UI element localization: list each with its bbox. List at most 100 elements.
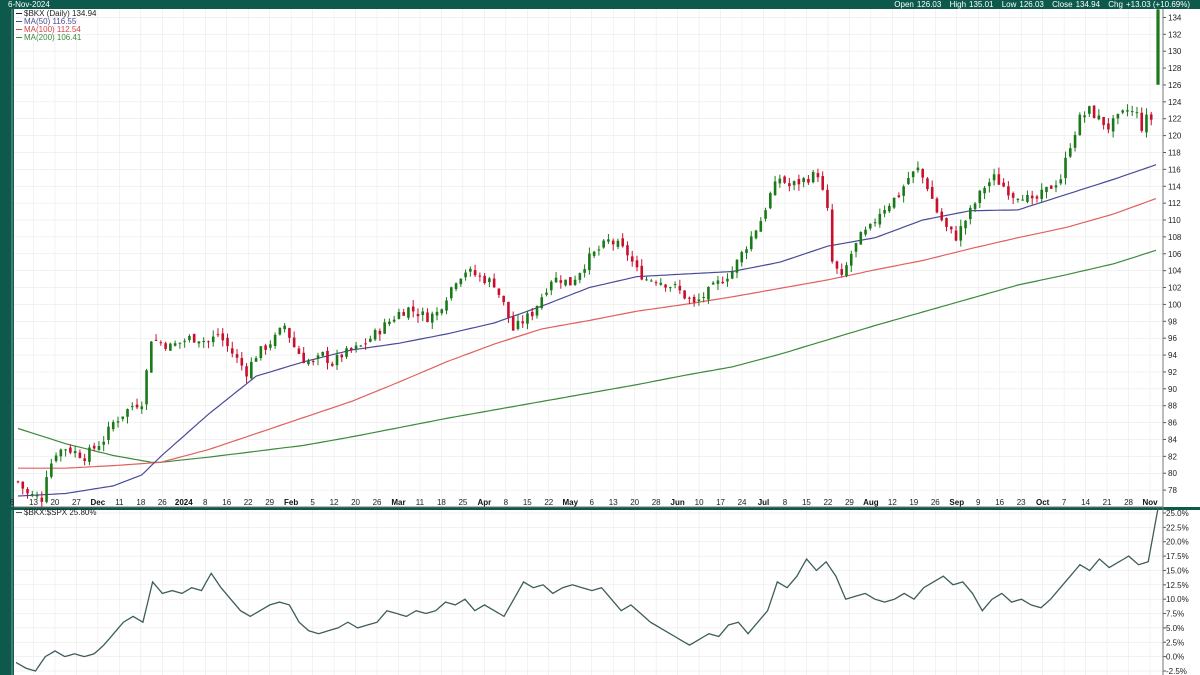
candle-body [735, 259, 739, 273]
candle-body [392, 319, 396, 322]
candle-body [988, 182, 991, 187]
candle-body [569, 277, 572, 286]
candle-body [797, 178, 801, 185]
ratio-axis-bg [1163, 510, 1200, 675]
candle-body [702, 297, 705, 299]
candle-body [1068, 148, 1072, 157]
x-tick-label: 15 [802, 498, 811, 507]
candle-body [1111, 118, 1115, 132]
candle-body [721, 281, 725, 284]
price-tick-label: 108 [1168, 233, 1182, 242]
candle-body [483, 275, 486, 284]
candle-body [669, 287, 672, 289]
candle-body [245, 366, 248, 377]
price-tick-label: 86 [1168, 419, 1177, 428]
ratio-tick-label: 25.0% [1166, 509, 1189, 518]
ratio-series-line [15, 508, 1159, 672]
x-tick-label: 7 [1062, 498, 1067, 507]
legend-ma50: MA(50) 116.55 [24, 17, 77, 26]
candle-body [911, 171, 915, 178]
x-tick-label: 6 [590, 498, 595, 507]
candle-body [573, 279, 577, 286]
price-tick-label: 106 [1168, 250, 1182, 259]
candle-body [854, 242, 858, 252]
candle-body [697, 299, 701, 301]
candle-body [978, 190, 982, 204]
candle-body [964, 220, 967, 229]
candle-body [359, 345, 363, 347]
candle-body [316, 355, 320, 359]
candle-body [383, 322, 386, 334]
ratio-y-axis: 25.0% 22.5% 20.0% 17.5% 15.0% 12.5% 10.0% 7.5% 5… [1163, 509, 1189, 675]
candle-body [1092, 105, 1096, 118]
x-tick-label: 8 [203, 498, 208, 507]
candle-body [830, 209, 834, 262]
price-tick-label: 80 [1168, 469, 1177, 478]
candle-body [802, 178, 805, 183]
candle-body [1011, 193, 1015, 198]
price-tick-label: 102 [1168, 284, 1182, 293]
x-tick-label: 24 [738, 498, 747, 507]
x-tick-label: Apr [477, 498, 491, 507]
x-tick-label: 15 [523, 498, 532, 507]
ma50-line [17, 164, 1157, 497]
open-value: 126.03 [916, 0, 942, 9]
candle-body [183, 340, 186, 342]
x-tick-label: 26 [158, 498, 167, 507]
candle-body [907, 178, 910, 185]
ratio-tick-label: -2.5% [1166, 667, 1187, 675]
x-tick-label: Mar [391, 498, 405, 507]
price-tick-label: 94 [1168, 351, 1177, 360]
legend-ma100: MA(100) 112.54 [24, 25, 81, 34]
x-tick-label: 13 [29, 498, 38, 507]
legend-symbol: $BKX (Daily) 134.94 [24, 9, 97, 18]
candle-body [130, 406, 134, 408]
candle-body [1149, 114, 1153, 120]
candle-body [959, 226, 963, 241]
date-x-axis: 6 13 20 27 Dec 11 18 26 2024 8 16 22 29 Feb 5 12 20 26 Mar… [10, 498, 1158, 507]
x-tick-label: 28 [652, 498, 661, 507]
candle-body [773, 181, 777, 196]
price-tick-label: 128 [1168, 64, 1182, 73]
candle-body [659, 282, 663, 285]
x-tick-label: Sep [949, 498, 964, 507]
price-tick-label: 90 [1168, 385, 1177, 394]
x-tick-label: 20 [50, 498, 59, 507]
candle-body [30, 494, 34, 496]
ratio-tick-label: 20.0% [1166, 538, 1189, 547]
candle-body [502, 295, 505, 303]
candle-body [540, 297, 544, 309]
x-tick-label: 11 [115, 498, 124, 507]
candle-body [926, 178, 929, 190]
candle-body [1135, 112, 1139, 114]
x-tick-label: 12 [330, 498, 339, 507]
ratio-tick-label: 22.5% [1166, 523, 1189, 532]
x-tick-label: Jun [671, 498, 685, 507]
candle-body [873, 222, 877, 224]
price-tick-label: 82 [1168, 452, 1177, 461]
price-tick-label: 126 [1168, 81, 1182, 90]
candle-body [1121, 110, 1124, 113]
open-label: Open [894, 0, 914, 9]
candle-body [197, 341, 201, 344]
quote-header: 6-Nov-2024 Open 126.03 High 135.01 Low 126.… [0, 0, 1200, 9]
candles [16, 8, 1160, 509]
candle-body [935, 198, 939, 213]
candle-body [1102, 116, 1105, 126]
candle-body [321, 352, 325, 356]
price-tick-label: 120 [1168, 132, 1182, 141]
candle-body [230, 348, 234, 354]
candle-body [516, 320, 520, 329]
candle-body [211, 336, 215, 343]
candle-body [1073, 134, 1077, 148]
candle-body [326, 350, 329, 363]
x-tick-label: 8 [783, 498, 788, 507]
candle-body [778, 178, 782, 184]
candle-body [764, 210, 767, 219]
candle-body [435, 311, 439, 316]
candle-body [1035, 196, 1039, 199]
candle-body [511, 316, 515, 331]
candle-body [1054, 185, 1058, 188]
candle-body [845, 265, 848, 277]
ratio-line [15, 508, 1159, 672]
